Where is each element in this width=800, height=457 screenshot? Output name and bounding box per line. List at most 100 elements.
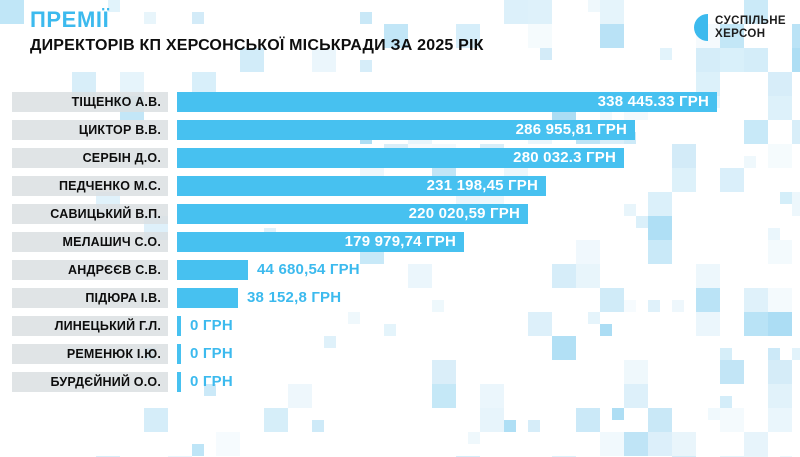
suspilne-logo-icon <box>694 14 709 41</box>
value-bar: 338 445.33 ГРН <box>177 92 717 112</box>
category-label: ПІДЮРА І.В. <box>12 288 168 308</box>
mosaic-square <box>744 48 768 72</box>
logo-text-line1: СУСПІЛЬНЕ <box>715 14 786 27</box>
mosaic-square <box>360 12 372 24</box>
mosaic-square <box>768 288 792 312</box>
mosaic-square <box>480 408 504 432</box>
page-title: ПРЕМІЇ <box>30 7 110 32</box>
mosaic-square <box>528 0 552 24</box>
mosaic-square <box>600 0 624 24</box>
chart-row: РЕМЕНЮК І.Ю. 0 ГРН <box>0 344 800 364</box>
mosaic-square <box>612 408 624 420</box>
logo-text: СУСПІЛЬНЕ ХЕРСОН <box>715 15 786 41</box>
mosaic-square <box>600 432 624 456</box>
mosaic-square <box>384 24 408 48</box>
mosaic-square <box>708 408 720 420</box>
value-bar: 280 032.3 ГРН <box>177 148 624 168</box>
mosaic-square <box>780 192 792 204</box>
mosaic-square <box>264 408 288 432</box>
mosaic-square <box>648 240 672 264</box>
value-label: 280 032.3 ГРН <box>513 149 616 166</box>
mosaic-square <box>792 48 800 72</box>
chart-row: БУРДЄЙНИЙ О.О. 0 ГРН <box>0 372 800 392</box>
mosaic-square <box>648 300 660 312</box>
mosaic-square <box>408 264 432 288</box>
mosaic-square <box>696 48 720 72</box>
mosaic-square <box>588 312 600 324</box>
chart-row: МЕЛАШИЧ С.О. 179 979,74 ГРН <box>0 232 800 252</box>
mosaic-square <box>744 156 756 168</box>
mosaic-square <box>768 240 792 264</box>
mosaic-square <box>792 120 800 144</box>
mosaic-square <box>456 24 480 48</box>
mosaic-square <box>768 72 792 96</box>
mosaic-square <box>528 312 552 336</box>
category-label: БУРДЄЙНИЙ О.О. <box>12 372 168 392</box>
mosaic-square <box>540 48 552 60</box>
value-label: 338 445.33 ГРН <box>597 93 709 110</box>
mosaic-square <box>768 228 780 240</box>
mosaic-square <box>360 60 372 72</box>
mosaic-square <box>324 336 336 348</box>
mosaic-square <box>720 348 732 360</box>
mosaic-square <box>624 384 648 408</box>
mosaic-square <box>588 0 600 12</box>
mosaic-square <box>528 420 540 432</box>
mosaic-square <box>720 408 744 432</box>
mosaic-square <box>792 192 800 216</box>
mosaic-square <box>720 360 744 384</box>
mosaic-square <box>312 420 324 432</box>
value-bar: 179 979,74 ГРН <box>177 232 464 252</box>
mosaic-square <box>768 360 792 384</box>
mosaic-square <box>192 444 204 456</box>
chart-row: ЦИКТОР В.В. 286 955,81 ГРН <box>0 120 800 140</box>
chart-row: СЕРБІН Д.О. 280 032.3 ГРН <box>0 148 800 168</box>
mosaic-square <box>720 24 744 48</box>
mosaic-square <box>552 264 576 288</box>
mosaic-square <box>768 96 792 120</box>
mosaic-square <box>744 0 768 24</box>
mosaic-square <box>0 0 24 24</box>
category-label: САВИЦЬКИЙ В.П. <box>12 204 168 224</box>
chart-row: ПЕДЧЕНКО М.С. 231 198,45 ГРН <box>0 176 800 196</box>
value-bar: 220 020,59 ГРН <box>177 204 528 224</box>
mosaic-square <box>792 348 800 360</box>
value-bar <box>177 288 238 308</box>
mosaic-square <box>720 48 744 72</box>
mosaic-square <box>672 144 696 168</box>
chart-row: ЛИНЕЦЬКИЙ Г.Л. 0 ГРН <box>0 316 800 336</box>
mosaic-square <box>672 432 696 456</box>
value-label: 0 ГРН <box>190 317 233 334</box>
mosaic-square <box>432 384 456 408</box>
mosaic-square <box>744 288 768 312</box>
chart-row: ТІЩЕНКО А.В. 338 445.33 ГРН <box>0 92 800 112</box>
category-label: РЕМЕНЮК І.Ю. <box>12 344 168 364</box>
mosaic-square <box>768 348 780 360</box>
mosaic-square <box>696 288 720 312</box>
mosaic-square <box>144 12 156 24</box>
mosaic-square <box>768 144 792 168</box>
zero-tick-bar <box>177 372 181 392</box>
chart-row: ПІДЮРА І.В. 38 152,8 ГРН <box>0 288 800 308</box>
mosaic-square <box>660 48 672 60</box>
mosaic-square <box>696 264 720 288</box>
mosaic-square <box>480 384 504 408</box>
mosaic-square <box>504 0 528 24</box>
mosaic-square <box>468 432 480 444</box>
value-bar: 286 955,81 ГРН <box>177 120 635 140</box>
mosaic-square <box>312 48 336 72</box>
mosaic-square <box>528 24 552 48</box>
value-label: 231 198,45 ГРН <box>426 177 538 194</box>
mosaic-square <box>432 360 456 384</box>
zero-tick-bar <box>177 344 181 364</box>
value-label: 220 020,59 ГРН <box>408 205 520 222</box>
mosaic-square <box>624 204 636 216</box>
mosaic-square <box>192 12 204 24</box>
mosaic-square <box>744 432 768 456</box>
mosaic-square <box>600 288 624 312</box>
mosaic-square <box>576 408 600 432</box>
mosaic-square <box>744 120 768 144</box>
logo-text-line2: ХЕРСОН <box>715 27 766 40</box>
